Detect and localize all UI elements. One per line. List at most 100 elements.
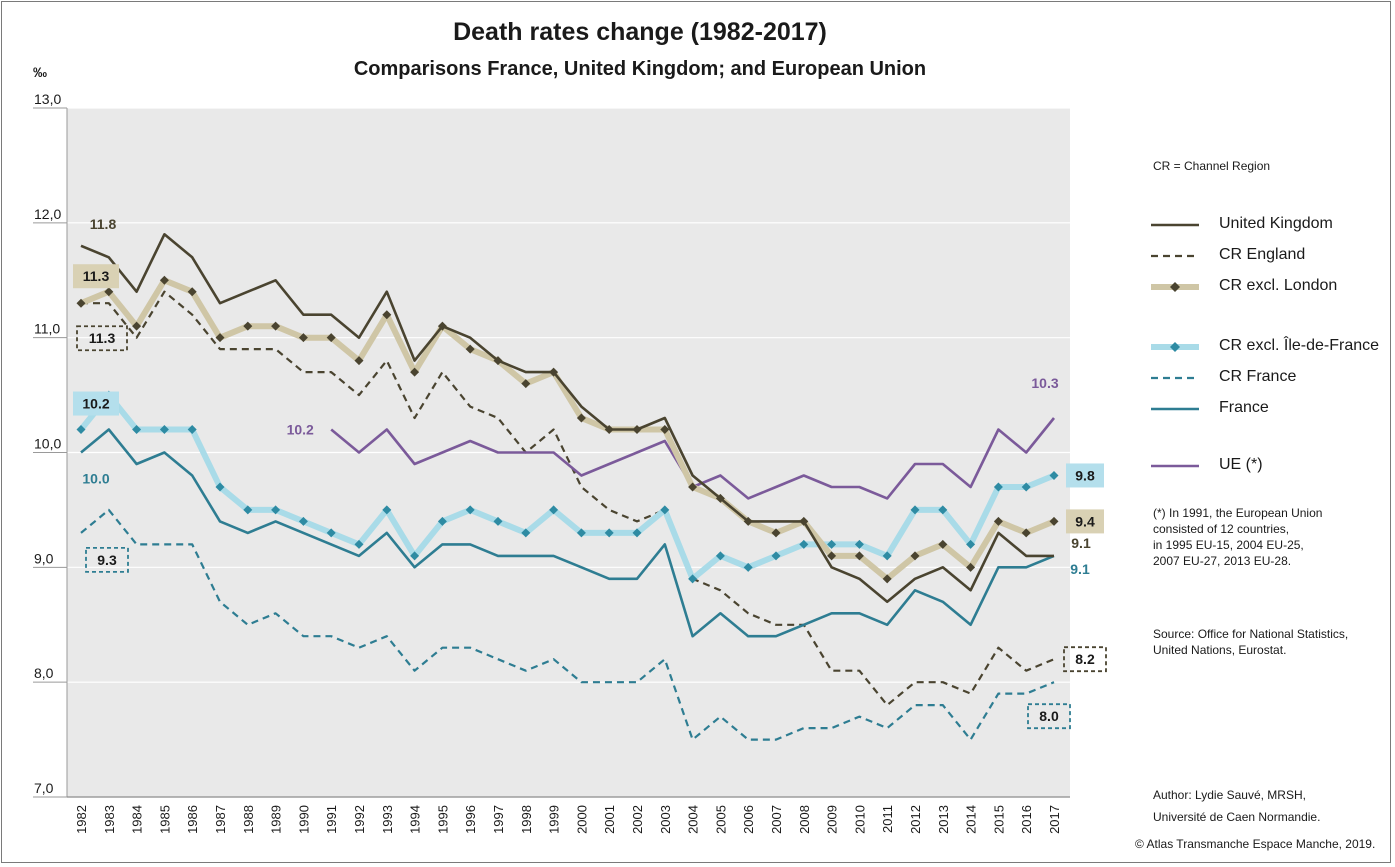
x-tick-label: 1982 <box>74 805 89 834</box>
data-label-text: 11.3 <box>89 330 116 346</box>
eu-note: (*) In 1991, the European Union consiste… <box>1153 505 1322 569</box>
series-cr_france <box>80 508 1055 741</box>
legend-label-cr-france: CR France <box>1219 368 1297 385</box>
series-cr_excl_idf <box>76 390 1059 584</box>
data-point <box>549 505 559 515</box>
data-point <box>410 551 420 561</box>
x-tick-label: 2009 <box>825 805 840 834</box>
data-point <box>132 321 142 331</box>
data-point <box>354 539 364 549</box>
series-line-cr_excl_idf <box>78 392 1056 582</box>
series-cr_england <box>81 290 1055 707</box>
data-label: 10.2 <box>287 422 314 438</box>
author-line: Author: Lydie Sauvé, MRSH, <box>1153 788 1306 802</box>
data-point <box>938 539 948 549</box>
data-point <box>827 551 837 561</box>
data-point <box>854 539 864 549</box>
data-point <box>159 275 169 285</box>
data-point <box>382 310 392 320</box>
legend-marker <box>1170 282 1180 292</box>
x-tick-label: 1991 <box>324 805 339 834</box>
data-point <box>132 425 142 435</box>
legend-label-cr-england: CR England <box>1219 246 1306 263</box>
x-tick-label: 1988 <box>241 805 256 834</box>
eu-note-line: in 1995 EU-15, 2004 EU-25, <box>1153 538 1304 552</box>
data-point <box>298 516 308 526</box>
legend-marker <box>1170 342 1180 352</box>
data-point <box>326 333 336 343</box>
data-point <box>521 379 531 389</box>
data-point <box>993 482 1003 492</box>
x-tick-label: 2010 <box>852 805 867 834</box>
source-line: Source: Office for National Statistics, <box>1153 627 1349 641</box>
data-point <box>1049 470 1059 480</box>
x-tick-label: 1996 <box>463 805 478 834</box>
data-point <box>271 505 281 515</box>
data-point <box>938 505 948 515</box>
data-label-box <box>73 264 119 289</box>
data-label-text: 9.1 <box>1070 561 1090 577</box>
x-tick-label: 1993 <box>380 805 395 834</box>
x-tick-label: 2013 <box>936 805 951 834</box>
x-tick-label: 1986 <box>185 805 200 834</box>
data-label: 11.3 <box>76 325 128 352</box>
author-note: Author: Lydie Sauvé, MRSH, Université de… <box>1153 784 1320 828</box>
legend-label-uk: United Kingdom <box>1219 215 1333 232</box>
data-point <box>1021 528 1031 538</box>
legend-label-ue: UE (*) <box>1219 456 1263 473</box>
data-label: 9.1 <box>1070 561 1090 577</box>
data-point <box>493 516 503 526</box>
data-label-text: 11.3 <box>83 268 110 284</box>
data-label: 9.4 <box>1066 509 1104 534</box>
data-point <box>159 425 169 435</box>
y-tick-label: 9,0 <box>34 550 54 566</box>
series-line-uk <box>80 233 1054 604</box>
data-label-text: 8.2 <box>1075 651 1095 667</box>
data-label-text: 8.0 <box>1039 708 1059 724</box>
data-point <box>465 344 475 354</box>
data-point <box>854 551 864 561</box>
data-point <box>437 516 447 526</box>
data-point <box>743 562 753 572</box>
data-label-box <box>1063 646 1107 673</box>
data-label-box <box>1066 463 1104 488</box>
data-label-box <box>1066 509 1104 534</box>
data-label-box <box>76 325 128 352</box>
data-point <box>382 505 392 515</box>
data-label-text: 9.8 <box>1075 467 1095 483</box>
data-point <box>576 413 586 423</box>
data-label: 10.2 <box>73 391 119 416</box>
copyright-note: © Atlas Transmanche Espace Manche, 2019. <box>1135 837 1376 851</box>
data-point <box>632 528 642 538</box>
y-tick-label: 13,0 <box>34 91 61 107</box>
data-point <box>688 574 698 584</box>
data-point <box>910 551 920 561</box>
legend-sample-cr_excl_london <box>1151 282 1199 292</box>
data-point <box>771 551 781 561</box>
y-tick-label: 8,0 <box>34 665 54 681</box>
eu-note-line: consisted of 12 countries, <box>1153 522 1290 536</box>
x-tick-label: 2012 <box>908 805 923 834</box>
chart-subtitle: Comparisons France, United Kingdom; and … <box>353 58 927 80</box>
data-point <box>521 528 531 538</box>
x-tick-label: 1985 <box>157 805 172 834</box>
author-line: Université de Caen Normandie. <box>1153 810 1321 824</box>
data-point <box>1021 482 1031 492</box>
x-tick-label: 2011 <box>880 805 895 833</box>
data-label-text: 9.3 <box>97 552 117 568</box>
data-point <box>882 574 892 584</box>
data-label: 11.3 <box>73 264 119 289</box>
data-label-box <box>1027 703 1071 730</box>
x-tick-label: 2008 <box>797 805 812 834</box>
data-point <box>465 505 475 515</box>
data-label-text: 9.4 <box>1075 513 1095 529</box>
data-point <box>688 482 698 492</box>
data-point <box>243 505 253 515</box>
data-point <box>966 539 976 549</box>
data-point <box>993 516 1003 526</box>
data-point <box>660 505 670 515</box>
data-point <box>215 333 225 343</box>
data-label-text: 10.0 <box>82 471 109 487</box>
data-label: 9.8 <box>1066 463 1104 488</box>
data-label: 8.0 <box>1027 703 1071 730</box>
